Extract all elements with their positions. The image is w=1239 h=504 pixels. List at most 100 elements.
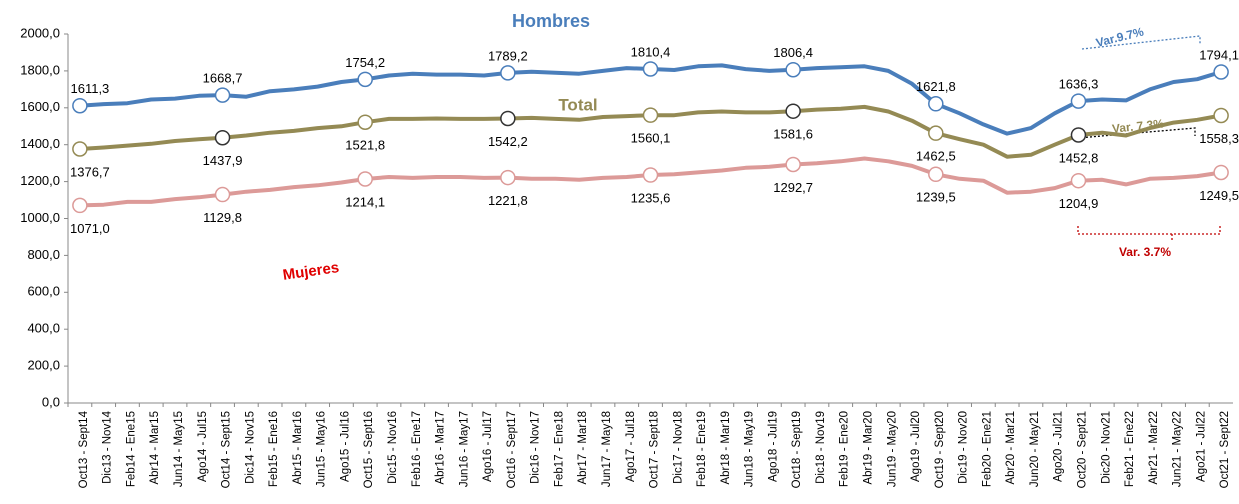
y-tick-label: 1000,0 (20, 210, 60, 225)
data-label: 1754,2 (345, 55, 385, 70)
y-tick-label: 0,0 (42, 394, 60, 409)
data-label: 1376,7 (70, 164, 110, 179)
x-tick-label: Oct17 - Sept18 (649, 411, 661, 488)
x-tick-label: Feb17 - Ene18 (553, 411, 565, 487)
series-name: Hombres (512, 11, 590, 31)
point-marker (500, 169, 516, 186)
data-label: 1668,7 (203, 71, 243, 86)
data-label: 1221,8 (488, 193, 528, 208)
x-tick-label: Jun14 - May15 (173, 411, 185, 487)
point-marker (1213, 64, 1229, 80)
x-tick-label: Ago16 - Jul17 (482, 411, 494, 482)
x-tick-label: Abr19 - Mar20 (863, 411, 875, 485)
point-marker (1213, 164, 1229, 181)
x-tick-label: Abr14 - Mar15 (149, 411, 161, 485)
x-tick-label: Oct13 - Sept14 (78, 410, 90, 488)
y-tick-label: 1800,0 (20, 62, 60, 77)
annotation: Var. 7.3% (1111, 116, 1165, 135)
x-tick-label: Feb21 - Ene22 (1124, 411, 1136, 487)
data-label: 1636,3 (1059, 77, 1099, 92)
point-marker (642, 107, 659, 123)
bracket-hombres (1081, 35, 1201, 50)
x-tick-label: Feb20 - Ene21 (981, 411, 993, 487)
x-tick-label: Ago21 - Jul22 (1195, 411, 1207, 482)
point-marker (72, 97, 88, 114)
point-marker (642, 167, 659, 183)
y-tick-label: 400,0 (27, 321, 60, 336)
x-tick-label: Jun19 - May20 (886, 411, 898, 487)
bracket-total (1077, 127, 1196, 139)
x-tick-label: Abr20 - Mar21 (1005, 411, 1017, 485)
point-marker (928, 96, 944, 112)
x-tick-label: Abr16 - Mar17 (435, 411, 447, 485)
point-marker (500, 65, 516, 81)
x-tick-label: Oct18 - Sept19 (791, 411, 803, 488)
x-tick-label: Feb16 - Ene17 (411, 411, 423, 487)
annotation: Var.9.7% (1094, 24, 1145, 49)
x-tick-label: Ago17 - Jul18 (625, 411, 637, 482)
point-marker (785, 156, 801, 173)
x-tick-label: Ago20 - Jul21 (1053, 411, 1065, 482)
x-tick-label: Jun17 - May18 (601, 411, 613, 487)
data-label: 1806,4 (773, 45, 813, 60)
point-marker (357, 171, 373, 187)
point-marker (928, 125, 944, 141)
x-tick-label: Ago15 - Jul16 (339, 411, 351, 482)
data-label: 1542,2 (488, 134, 528, 149)
point-marker (500, 110, 516, 127)
point-marker (785, 61, 801, 78)
data-label: 1611,3 (70, 81, 109, 96)
annotation: Var. 3.7% (1119, 245, 1171, 259)
x-tick-label: Abr15 - Mar16 (292, 411, 304, 485)
x-tick-label: Ago19 - Jul20 (910, 411, 922, 482)
point-marker (357, 71, 373, 88)
point-marker (72, 141, 88, 157)
point-marker (1070, 172, 1087, 189)
x-tick-label: Abr18 - Mar19 (720, 411, 732, 485)
point-marker (1070, 127, 1087, 143)
x-tick-label: Abr17 - Mar18 (577, 411, 589, 485)
data-label: 1292,7 (773, 180, 813, 195)
data-label: 1214,1 (345, 194, 385, 209)
data-label: 1558,3 (1199, 131, 1239, 146)
x-tick-label: Oct16 - Sept17 (506, 411, 518, 488)
data-label: 1521,8 (345, 138, 385, 153)
data-label: 1249,5 (1199, 188, 1239, 203)
x-tick-label: Feb19 - Ene20 (839, 411, 851, 487)
data-label: 1071,0 (70, 221, 110, 236)
point-marker (1213, 107, 1229, 124)
data-label: 1129,8 (203, 210, 242, 225)
point-marker (214, 186, 231, 203)
x-tick-label: Oct19 - Sept20 (934, 411, 946, 488)
x-tick-label: Abr21 - Mar22 (1148, 411, 1160, 485)
x-tick-label: Ago18 - Jul19 (767, 411, 779, 482)
x-tick-label: Jun16 - May17 (458, 411, 470, 487)
point-marker (72, 197, 88, 214)
x-tick-label: Dic16 - Nov17 (530, 411, 542, 484)
data-label: 1235,6 (631, 190, 671, 205)
x-tick-label: Feb14 - Ene15 (125, 411, 137, 487)
x-tick-label: Jun18 - May19 (744, 411, 756, 487)
x-tick-label: Oct14 - Sept15 (221, 411, 233, 488)
y-tick-label: 2000,0 (20, 25, 60, 40)
x-tick-label: Dic15 - Nov16 (387, 411, 399, 484)
x-tick-label: Dic18 - Nov19 (815, 411, 827, 484)
data-label: 1789,2 (488, 48, 528, 63)
y-tick-label: 1600,0 (20, 99, 60, 114)
data-label: 1794,1 (1199, 47, 1239, 62)
data-label: 1452,8 (1059, 150, 1099, 165)
y-tick-label: 800,0 (27, 247, 60, 262)
data-label: 1621,8 (916, 79, 956, 94)
data-label: 1239,5 (916, 190, 956, 205)
x-tick-label: Ago14 - Jul15 (197, 411, 209, 482)
x-tick-label: Oct21 - Sept22 (1219, 411, 1231, 488)
y-tick-label: 1400,0 (20, 136, 60, 151)
data-label: 1437,9 (203, 153, 243, 168)
point-marker (785, 103, 801, 119)
series-name: Mujeres (282, 259, 341, 284)
data-label: 1204,9 (1059, 196, 1099, 211)
x-tick-label: Jun21 - May22 (1172, 411, 1184, 487)
bracket-mujeres (1077, 226, 1221, 242)
x-tick-label: Oct20 - Sept21 (1076, 411, 1088, 488)
data-label: 1560,1 (631, 131, 671, 146)
